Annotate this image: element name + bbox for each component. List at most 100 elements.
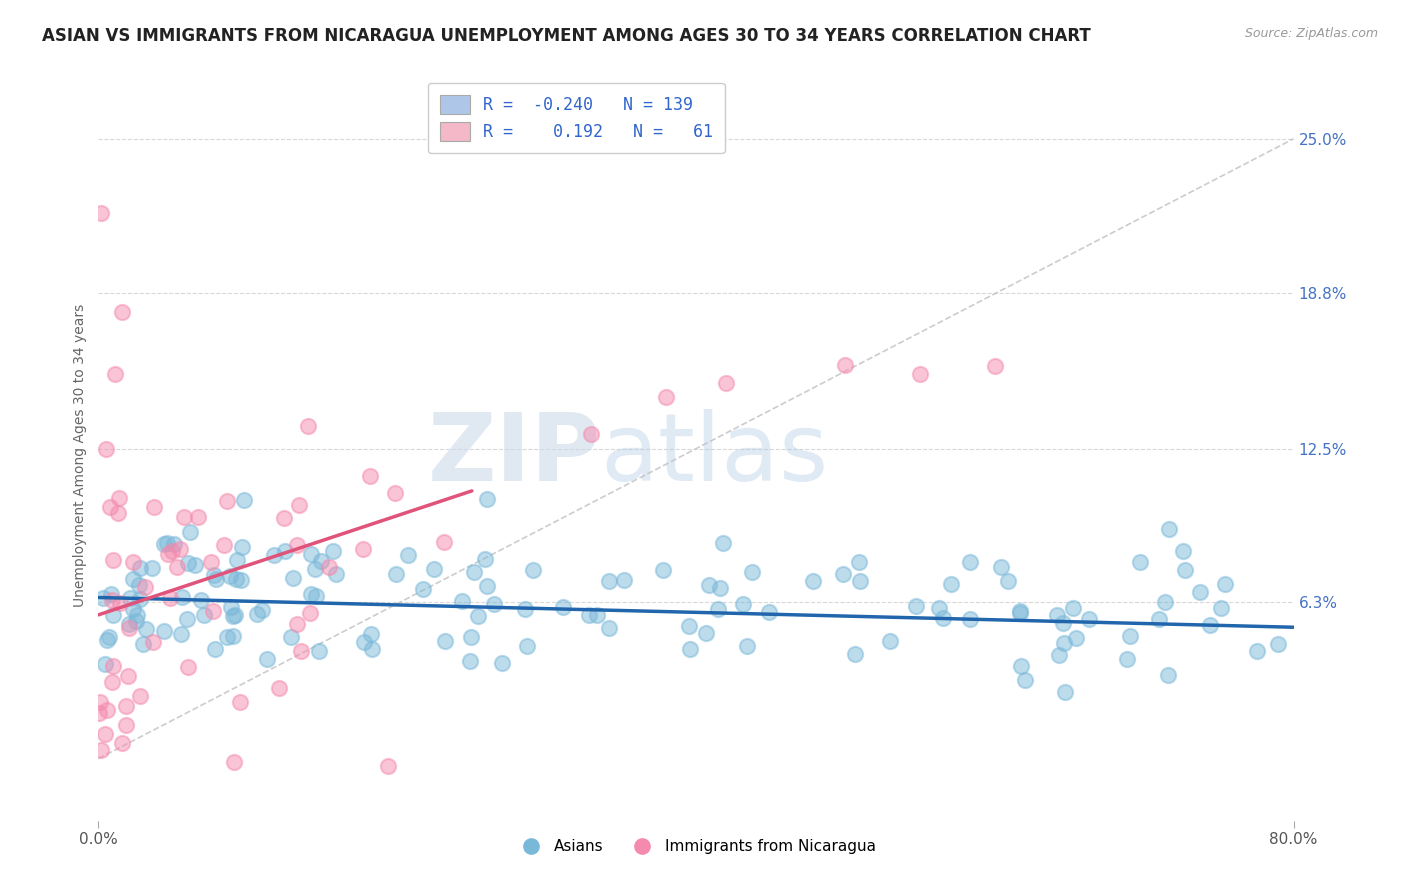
Point [280,630,302,644]
Point [360,627,382,641]
Point [879,634,901,648]
Point [231,573,253,587]
Point [695,626,717,640]
Point [222,629,245,643]
Point [352,541,374,556]
Point [97,630,120,644]
Point [844,648,866,662]
Point [256,652,278,666]
Point [89,706,111,721]
Point [163,537,186,551]
Point [160,544,183,558]
Point [1147,612,1170,626]
Point [731,598,754,612]
Point [89,695,111,709]
Point [1064,632,1087,646]
Point [184,558,207,573]
Point [281,571,304,585]
Point [101,675,124,690]
Point [212,538,235,552]
Point [169,627,191,641]
Point [1267,638,1289,652]
Point [202,604,225,618]
Point [1014,673,1036,687]
Point [225,552,247,566]
Point [308,644,330,658]
Point [1053,636,1076,650]
Point [939,577,962,591]
Point [134,580,156,594]
Point [423,561,446,575]
Point [96,703,118,717]
Point [353,635,375,649]
Point [467,609,489,624]
Point [990,560,1012,574]
Point [1171,544,1194,558]
Point [98,500,121,515]
Point [598,574,620,588]
Point [190,592,212,607]
Point [157,547,180,561]
Text: Source: ZipAtlas.com: Source: ZipAtlas.com [1244,27,1378,40]
Point [299,548,322,562]
Point [252,603,274,617]
Point [193,607,215,622]
Point [311,554,333,568]
Point [231,540,253,554]
Point [477,491,499,506]
Point [1213,577,1236,591]
Point [205,572,228,586]
Point [1053,685,1076,699]
Point [522,563,544,577]
Point [385,567,408,582]
Point [513,602,536,616]
Point [128,689,150,703]
Point [834,358,856,372]
Point [122,573,145,587]
Point [233,493,256,508]
Point [217,630,239,644]
Point [997,574,1019,588]
Point [1116,651,1139,665]
Point [103,659,125,673]
Point [152,624,174,638]
Point [377,759,399,773]
Point [655,390,678,404]
Point [475,579,498,593]
Point [905,599,928,613]
Point [1211,601,1233,615]
Point [551,600,574,615]
Point [491,657,513,671]
Point [932,610,955,624]
Point [290,644,312,658]
Point [179,524,201,539]
Point [246,607,269,622]
Point [169,541,191,556]
Point [101,607,124,622]
Point [1077,612,1099,626]
Point [516,640,538,654]
Point [225,572,247,586]
Point [107,491,129,506]
Point [299,606,322,620]
Point [224,607,246,622]
Point [959,555,981,569]
Point [908,367,931,381]
Point [360,642,382,657]
Point [1052,616,1074,631]
Point [100,587,122,601]
Point [1129,555,1152,569]
Y-axis label: Unemployment Among Ages 30 to 34 years: Unemployment Among Ages 30 to 34 years [73,303,87,607]
Point [177,660,200,674]
Point [301,587,323,601]
Point [451,594,474,608]
Point [142,635,165,649]
Text: atlas: atlas [600,409,828,501]
Point [458,654,481,668]
Point [108,596,131,610]
Point [224,756,246,770]
Point [288,498,311,512]
Point [758,605,780,619]
Point [1189,585,1212,599]
Point [94,657,117,671]
